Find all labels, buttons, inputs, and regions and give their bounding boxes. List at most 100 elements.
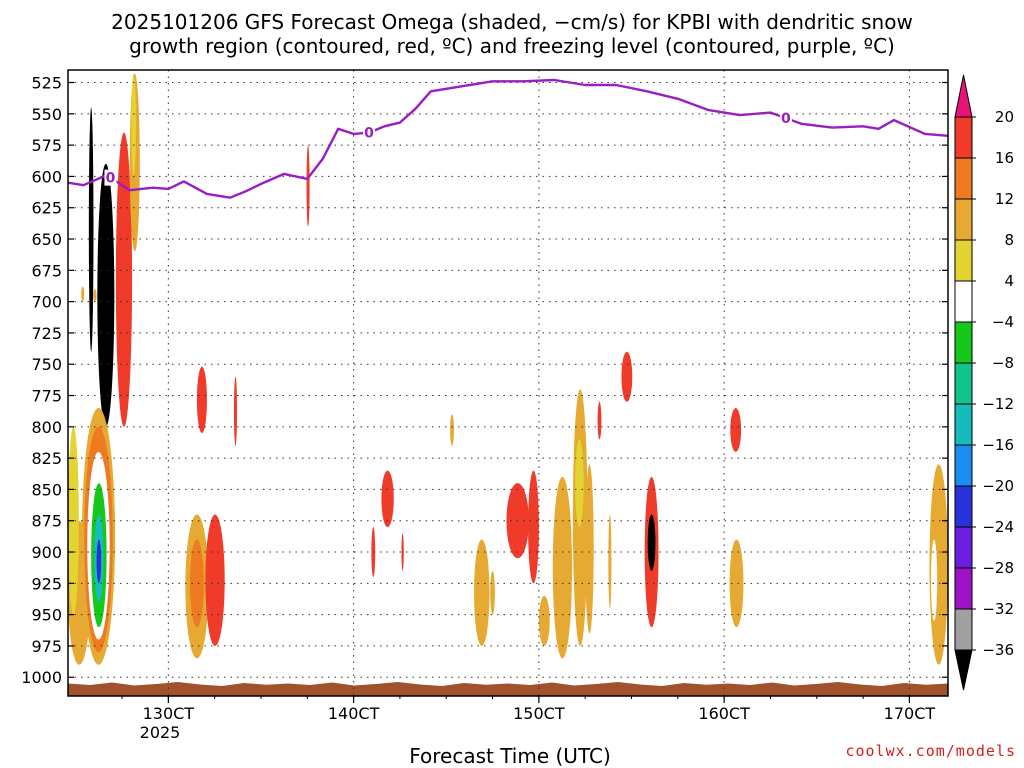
x-tick-label: 140CT xyxy=(328,704,380,723)
colorbar-label: 8 xyxy=(1004,231,1014,249)
y-tick-label: 525 xyxy=(31,74,62,93)
colorbar-segment-4 xyxy=(954,280,973,323)
freezing-level-label: 0 xyxy=(364,126,374,142)
y-tick-label: 650 xyxy=(31,230,62,249)
y-tick-label: 775 xyxy=(31,387,62,406)
y-tick-label: 725 xyxy=(31,324,62,343)
x-tick-label: 160CT xyxy=(698,704,750,723)
omega-region-29 xyxy=(401,533,404,571)
omega-region-26 xyxy=(306,145,310,227)
ground-fill xyxy=(68,682,948,696)
omega-shading xyxy=(68,73,948,665)
omega-region-24 xyxy=(205,514,225,646)
omega-region-19 xyxy=(96,539,102,584)
omega-region-38 xyxy=(575,439,584,527)
colorbar-top-arrow xyxy=(954,74,973,118)
omega-region-20 xyxy=(196,366,207,434)
y-tick-label: 925 xyxy=(31,574,62,593)
plot-frame xyxy=(67,69,949,697)
colorbar: 20 16 12 8 4 −4 −8 −12 −16 −20 −24 −28 −32 −36 xyxy=(954,74,1014,691)
x-year-label: 2025 xyxy=(140,723,181,742)
colorbar-segment-3 xyxy=(954,239,973,282)
omega-region-0 xyxy=(88,107,94,352)
colorbar-label: 16 xyxy=(995,149,1014,167)
omega-region-21 xyxy=(233,376,238,446)
colorbar-bottom-arrow xyxy=(954,649,973,691)
colorbar-label: 4 xyxy=(1004,272,1014,290)
y-tick-label: 550 xyxy=(31,105,62,124)
omega-region-34 xyxy=(528,470,539,584)
colorbar-label: −36 xyxy=(982,641,1014,659)
freezing-label-bg xyxy=(779,110,792,127)
y-tick-label: 800 xyxy=(31,418,62,437)
omega-region-40 xyxy=(608,514,612,609)
freezing-level-label: 0 xyxy=(781,111,791,127)
omega-region-44 xyxy=(647,514,656,571)
y-tick-label: 975 xyxy=(31,637,62,656)
colorbar-segment-5 xyxy=(954,321,973,364)
omega-region-3 xyxy=(115,132,133,427)
freezing-level-layer: 0000 xyxy=(68,78,948,199)
omega-region-36 xyxy=(552,476,573,659)
y-tick-label: 850 xyxy=(31,480,62,499)
omega-region-41 xyxy=(597,401,602,440)
colorbar-segment-6 xyxy=(954,362,973,405)
omega-region-30 xyxy=(450,414,454,446)
omega-region-28 xyxy=(371,526,376,578)
colorbar-segment-0 xyxy=(954,116,973,159)
y-tick-label: 875 xyxy=(31,512,62,531)
colorbar-label: −28 xyxy=(982,559,1014,577)
colorbar-segment-7 xyxy=(954,403,973,446)
chart-title-line-2: growth region (contoured, red, ºC) and f… xyxy=(129,34,895,58)
colorbar-segment-11 xyxy=(954,567,973,610)
omega-region-46 xyxy=(729,539,744,628)
colorbar-segment-9 xyxy=(954,485,973,528)
omega-region-8 xyxy=(93,289,97,302)
y-tick-label: 575 xyxy=(31,136,62,155)
y-axis: 525 550 575 600 625 650 675 700 725 750 775 800 825 8… xyxy=(21,74,948,687)
omega-region-39 xyxy=(585,464,594,634)
omega-region-27 xyxy=(381,470,394,527)
x-tick-label: 150CT xyxy=(513,704,565,723)
x-tick-label: 130CT xyxy=(143,704,195,723)
colorbar-label: 20 xyxy=(995,108,1014,126)
omega-region-42 xyxy=(621,351,633,402)
freezing-level-label: 0 xyxy=(106,171,116,187)
omega-region-2 xyxy=(101,176,111,352)
freezing-level-line xyxy=(68,78,948,199)
x-tick-label: 170CT xyxy=(884,704,936,723)
colorbar-label: −24 xyxy=(982,518,1014,536)
colorbar-label: −4 xyxy=(992,313,1014,331)
y-tick-label: 600 xyxy=(31,167,62,186)
freezing-label-bg xyxy=(104,169,117,186)
ground-layer xyxy=(68,682,948,696)
colorbar-segment-1 xyxy=(954,157,973,200)
omega-region-5 xyxy=(131,73,136,177)
omega-region-31 xyxy=(474,539,490,646)
y-tick-label: 750 xyxy=(31,355,62,374)
y-tick-label: 900 xyxy=(31,543,62,562)
x-axis-title: Forecast Time (UTC) xyxy=(409,744,611,768)
colorbar-label: −20 xyxy=(982,477,1014,495)
colorbar-label: −8 xyxy=(992,354,1014,372)
y-tick-label: 625 xyxy=(31,199,62,218)
colorbar-label: −32 xyxy=(982,600,1014,618)
omega-region-25 xyxy=(219,558,224,584)
colorbar-segment-10 xyxy=(954,526,973,569)
credit-text: coolwx.com/models xyxy=(845,742,1016,760)
colorbar-label: −12 xyxy=(982,395,1014,413)
omega-region-7 xyxy=(81,286,85,302)
x-axis: 130CT140CT150CT160CT170CT180CT190CT xyxy=(121,696,936,723)
colorbar-segment-2 xyxy=(954,198,973,241)
colorbar-segment-8 xyxy=(954,444,973,487)
y-tick-label: 675 xyxy=(31,261,62,280)
y-tick-label: 950 xyxy=(31,606,62,625)
y-tick-label: 700 xyxy=(31,293,62,312)
omega-region-23 xyxy=(189,539,204,628)
colorbar-label: −16 xyxy=(982,436,1014,454)
y-tick-label: 1000 xyxy=(21,668,62,687)
grid-lines xyxy=(68,70,948,696)
omega-region-45 xyxy=(730,408,742,452)
colorbar-segment-12 xyxy=(954,608,973,651)
